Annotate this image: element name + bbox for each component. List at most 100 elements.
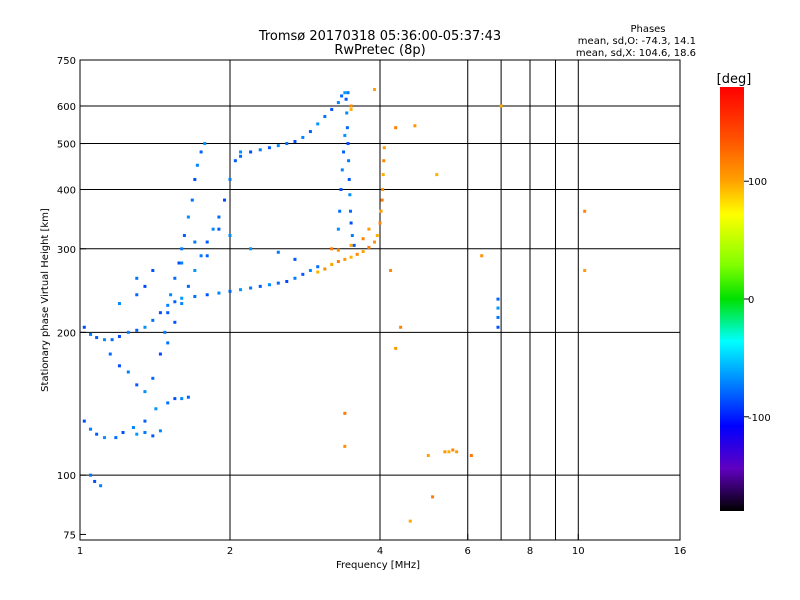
x-mode-point: [480, 254, 484, 258]
o-mode-point: [186, 284, 190, 288]
o-mode-point: [496, 306, 500, 310]
o-mode-point: [344, 97, 348, 101]
o-mode-point: [135, 276, 139, 280]
x-mode-point: [389, 269, 393, 273]
o-mode-point: [345, 111, 349, 115]
o-mode-point: [143, 419, 147, 423]
o-mode-point: [285, 142, 289, 146]
o-mode-point: [217, 215, 221, 219]
o-mode-point: [343, 91, 347, 95]
o-mode-point: [186, 395, 190, 399]
o-mode-point: [228, 177, 232, 181]
o-mode-point: [239, 288, 243, 292]
x-tick-label: 1: [77, 546, 83, 557]
o-mode-point: [193, 177, 197, 181]
o-mode-point: [249, 247, 253, 251]
o-mode-point: [239, 154, 243, 158]
data-points: [82, 87, 587, 523]
colorbar-label: [deg]: [717, 72, 752, 87]
o-mode-point: [293, 276, 297, 280]
o-mode-point: [126, 370, 130, 374]
x-mode-point: [583, 209, 587, 213]
x-tick-label: 16: [674, 546, 687, 557]
x-mode-point: [381, 188, 385, 192]
o-mode-point: [143, 284, 147, 288]
o-mode-point: [267, 146, 271, 150]
x-mode-point: [349, 243, 353, 247]
x-mode-point: [367, 227, 371, 231]
x-mode-point: [408, 519, 412, 523]
x-mode-point: [451, 448, 455, 452]
chart-title: Tromsø 20170318 05:36:00-05:37:43: [258, 29, 501, 44]
x-mode-point: [399, 325, 403, 329]
o-mode-point: [223, 198, 227, 202]
o-mode-point: [110, 338, 114, 342]
o-mode-point: [180, 247, 184, 251]
o-mode-point: [114, 436, 118, 440]
x-mode-point: [373, 87, 377, 91]
x-mode-point: [394, 346, 398, 350]
o-mode-point: [166, 341, 170, 345]
o-mode-point: [258, 284, 262, 288]
o-mode-point: [316, 265, 320, 269]
x-mode-point: [583, 269, 587, 273]
o-mode-point: [276, 281, 280, 285]
x-mode-point: [382, 146, 386, 150]
o-mode-point: [340, 94, 344, 98]
o-mode-point: [151, 376, 155, 380]
x-mode-point: [435, 173, 439, 177]
o-mode-point: [293, 257, 297, 261]
o-mode-point: [103, 436, 107, 440]
o-mode-point: [166, 311, 170, 315]
o-mode-point: [186, 215, 190, 219]
o-mode-point: [154, 407, 158, 411]
o-mode-point: [180, 302, 184, 306]
x-mode-point: [373, 240, 377, 244]
o-mode-point: [347, 159, 351, 163]
o-mode-point: [135, 293, 139, 297]
x-mode-point: [349, 255, 353, 259]
y-tick-label: 500: [57, 140, 76, 151]
y-tick-label: 400: [57, 186, 76, 197]
y-axis-ticks: 75 100 200 300 400 500 600 750: [57, 56, 86, 541]
o-mode-point: [217, 227, 221, 231]
o-mode-point: [89, 332, 93, 336]
y-tick-label: 750: [57, 56, 76, 67]
o-mode-point: [193, 240, 197, 244]
o-mode-point: [496, 325, 500, 329]
o-mode-point: [135, 383, 139, 387]
o-mode-point: [336, 227, 340, 231]
o-mode-point: [108, 352, 112, 356]
y-tick-label: 75: [63, 530, 76, 541]
o-mode-point: [103, 338, 107, 342]
o-mode-point: [352, 243, 356, 247]
o-mode-point: [228, 233, 232, 237]
x-mode-point: [379, 209, 383, 213]
o-mode-point: [285, 279, 289, 283]
o-mode-point: [82, 419, 86, 423]
x-mode-point: [469, 454, 473, 458]
o-mode-point: [166, 303, 170, 307]
o-mode-point: [350, 233, 354, 237]
o-mode-point: [348, 209, 352, 213]
x-mode-point: [455, 450, 459, 454]
y-axis-label: Stationary phase Virtual Height [km]: [40, 208, 51, 392]
y-tick-label: 600: [57, 102, 76, 113]
o-mode-point: [249, 286, 253, 290]
o-mode-point: [346, 142, 350, 146]
o-mode-point: [89, 427, 93, 431]
o-mode-point: [339, 188, 343, 192]
o-mode-point: [249, 150, 253, 154]
o-mode-point: [330, 107, 334, 111]
o-mode-point: [158, 352, 162, 356]
o-mode-point: [301, 135, 305, 139]
x-mode-point: [349, 107, 353, 111]
o-mode-point: [342, 150, 346, 154]
chart-subtitle: RwPretec (8p): [334, 43, 425, 58]
x-tick-label: 10: [572, 546, 585, 557]
o-mode-point: [126, 330, 130, 334]
o-mode-point: [276, 144, 280, 148]
o-mode-point: [151, 269, 155, 273]
x-mode-point: [382, 159, 386, 163]
